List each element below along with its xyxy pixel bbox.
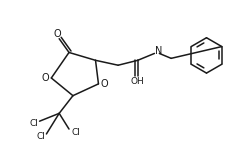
Text: OH: OH bbox=[131, 77, 145, 86]
Text: Cl: Cl bbox=[36, 132, 45, 141]
Text: Cl: Cl bbox=[29, 119, 38, 128]
Text: Cl: Cl bbox=[71, 128, 80, 137]
Text: O: O bbox=[100, 79, 108, 89]
Text: O: O bbox=[53, 29, 61, 39]
Text: O: O bbox=[42, 73, 49, 83]
Text: N: N bbox=[155, 46, 162, 56]
